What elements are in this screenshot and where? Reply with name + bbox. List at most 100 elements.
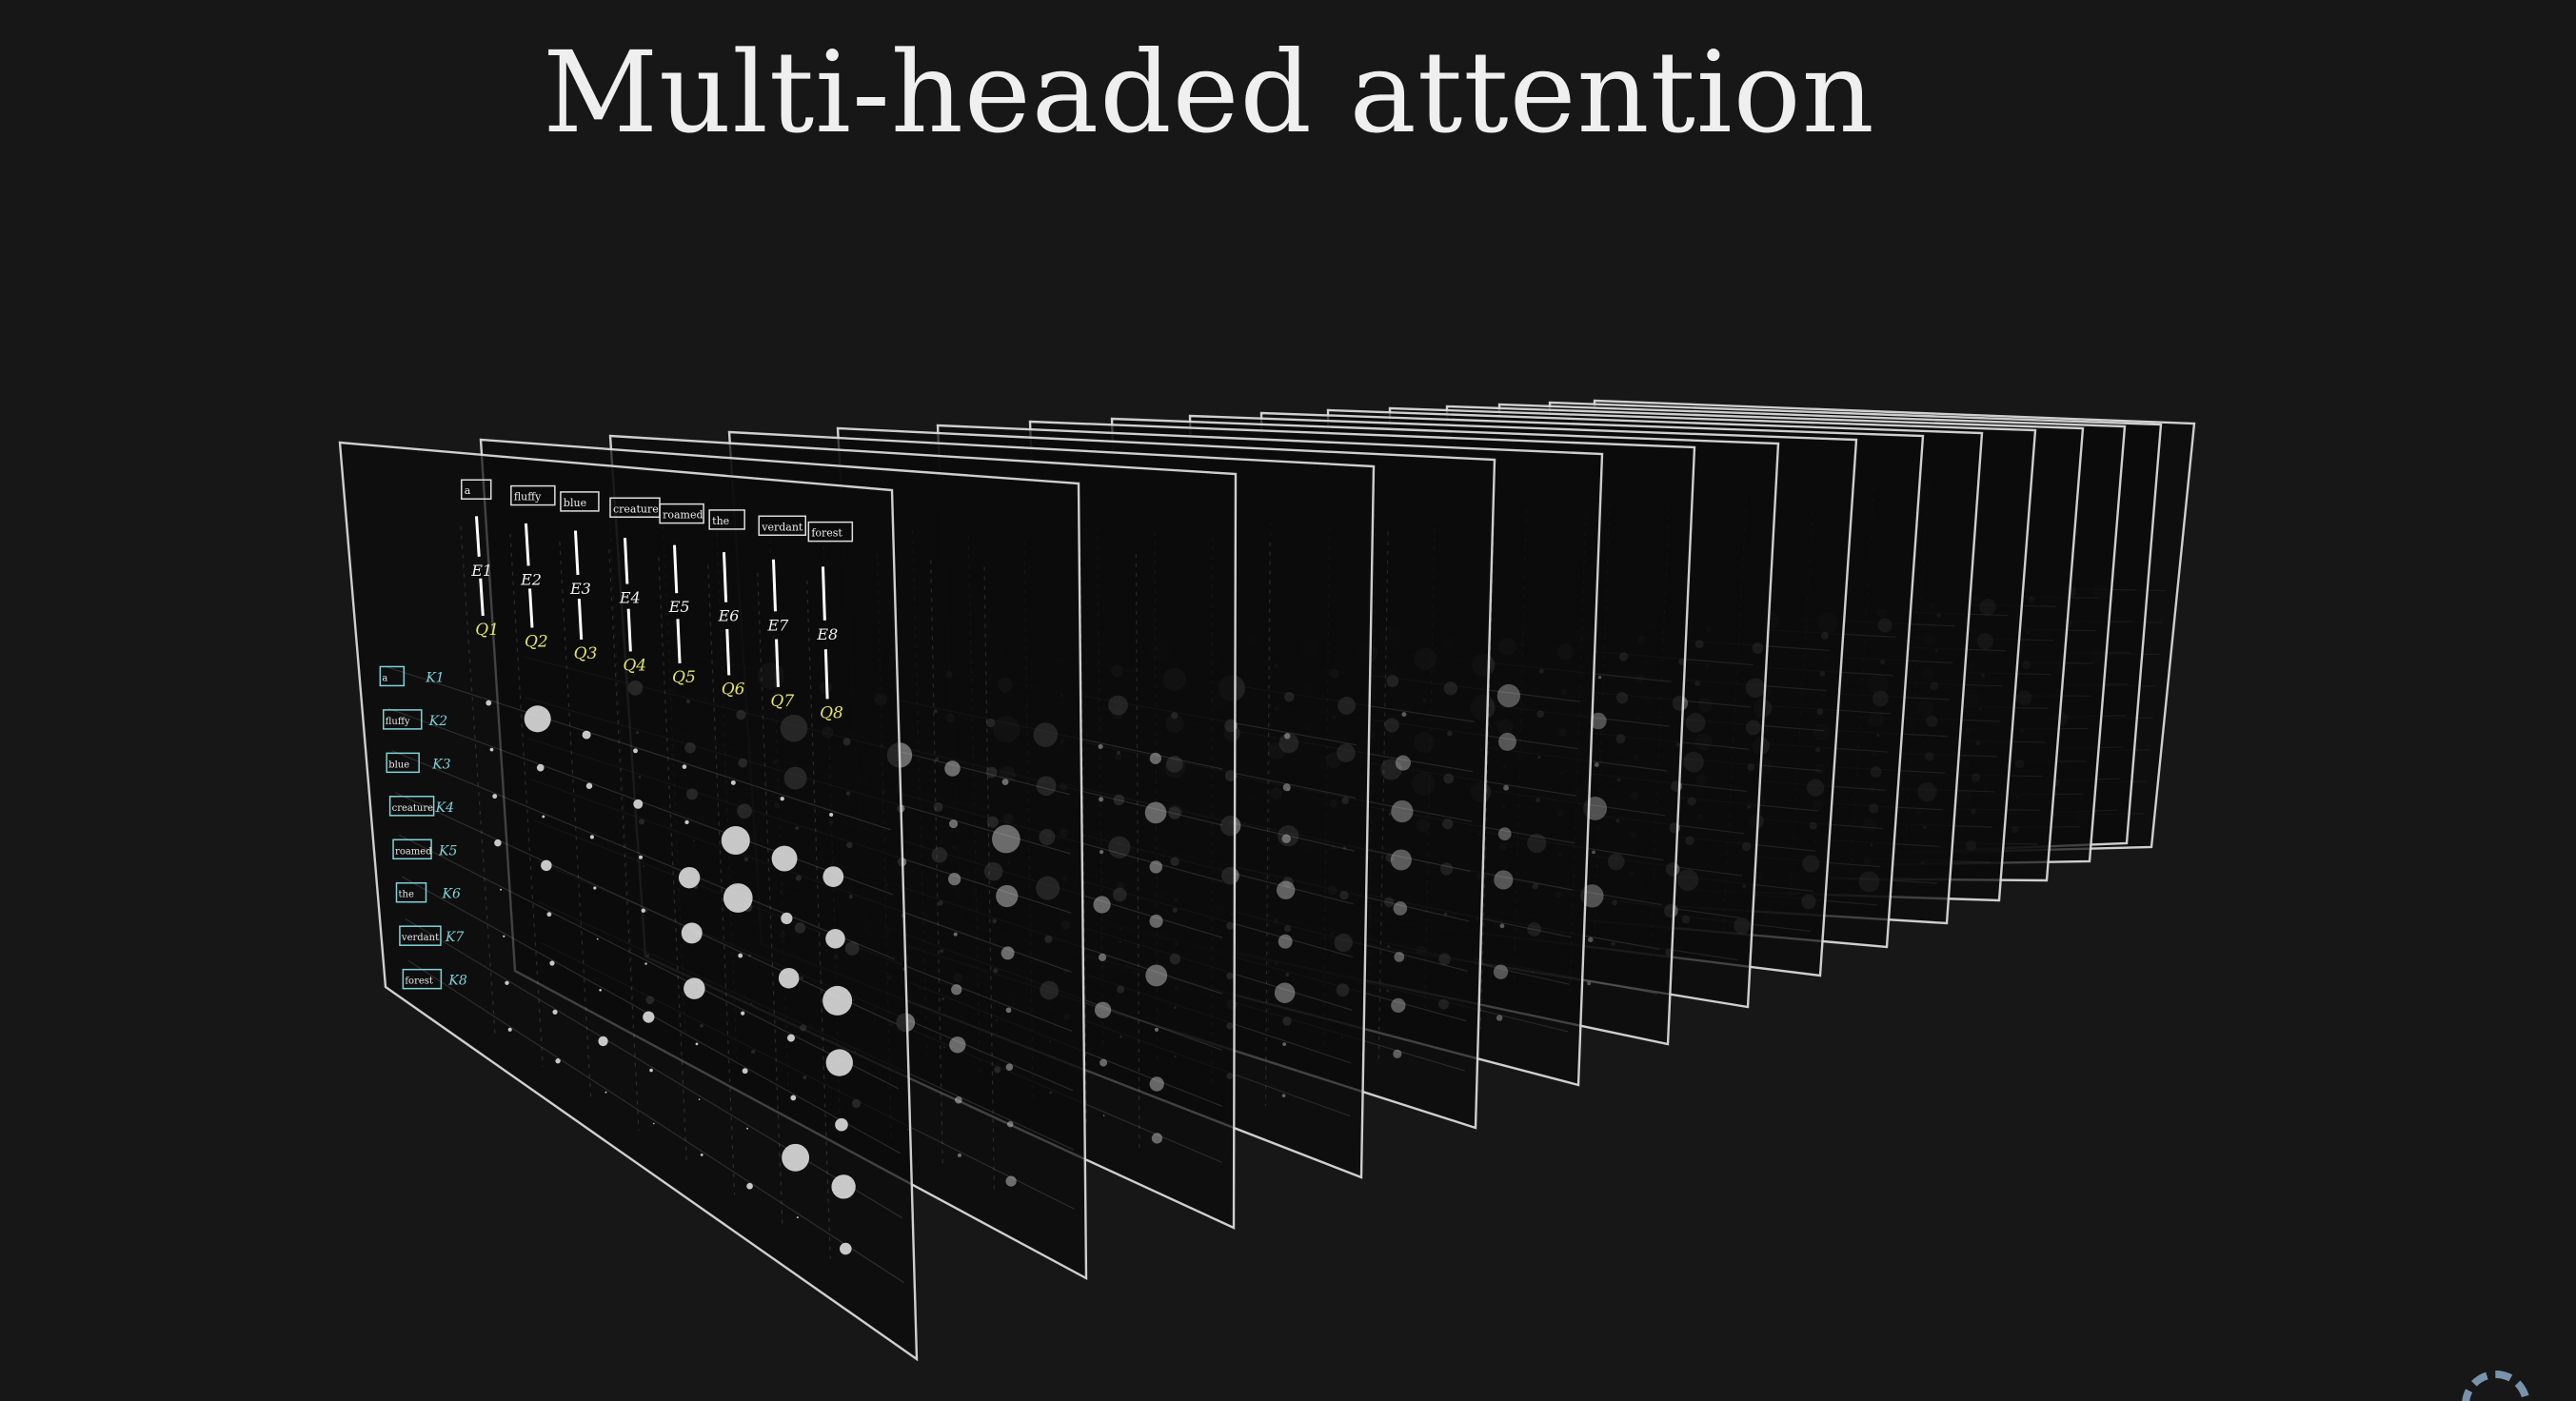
attention-weight-dot	[644, 962, 647, 965]
key-symbol: K5	[438, 843, 457, 858]
attention-weight-dot	[1149, 914, 1163, 928]
attention-weight-dot	[552, 1009, 558, 1015]
attention-weight-dot	[596, 937, 599, 940]
attention-weight-dot	[1005, 1007, 1012, 1014]
grid-row-line	[405, 918, 903, 1219]
query-symbol: Q4	[623, 656, 646, 675]
attention-weight-dot	[585, 782, 593, 789]
attention-weight-dot	[1594, 762, 1599, 767]
embedding-symbol: E3	[569, 580, 591, 598]
down-arrow-icon	[722, 552, 728, 602]
key-token-box	[388, 796, 435, 817]
attention-weight-dot	[996, 884, 1019, 908]
attention-weight-dot	[1281, 834, 1291, 843]
attention-weight-dot	[549, 960, 555, 966]
attention-weight-dot	[1494, 870, 1514, 890]
down-arrow-icon	[474, 516, 481, 557]
attention-weight-dot	[1281, 1094, 1286, 1097]
attention-weight-dot	[1587, 981, 1592, 986]
attention-weight-dot	[555, 1058, 561, 1064]
key-token-label: fluffy	[386, 717, 410, 727]
key-symbol: K7	[445, 930, 464, 945]
attention-weight-dot	[953, 932, 958, 937]
attention-weight-dot	[796, 1216, 799, 1219]
attention-weight-dot	[742, 1068, 748, 1075]
grid-row-line	[385, 665, 892, 831]
grid-column-line	[1135, 553, 1140, 1149]
grid-column-line	[509, 533, 544, 1067]
attention-weight-dot	[782, 1143, 810, 1172]
grid-row-line	[407, 959, 905, 1284]
query-token-box	[510, 484, 556, 506]
attention-weight-dot	[1001, 946, 1015, 960]
attention-weight-dot	[746, 1127, 749, 1130]
key-symbol: K3	[431, 757, 450, 772]
attention-weight-dot	[1100, 1058, 1108, 1067]
attention-weight-dot	[503, 935, 505, 937]
key-symbol: K2	[428, 714, 447, 729]
key-token-box	[395, 881, 427, 903]
query-symbol: Q2	[525, 632, 548, 651]
attention-weight-dot	[695, 1042, 699, 1046]
attention-weight-dot	[589, 835, 595, 839]
query-token-label: forest	[811, 527, 842, 540]
attention-weight-dot	[1149, 1076, 1164, 1092]
attention-weight-dot	[790, 1095, 797, 1101]
key-token-label: blue	[388, 760, 409, 770]
attention-weight-dot	[684, 819, 689, 825]
attention-weight-dot	[599, 988, 602, 992]
attention-weight-dot	[1005, 1063, 1014, 1072]
attention-weight-dot	[678, 866, 701, 889]
attention-weight-dot	[825, 929, 845, 949]
attention-weight-dot	[684, 977, 705, 999]
embedding-symbol: E4	[619, 589, 641, 607]
attention-weight-dot	[1144, 801, 1167, 824]
down-arrow-icon	[577, 598, 584, 641]
query-token-box	[659, 503, 704, 524]
down-arrow-icon	[672, 544, 679, 594]
attention-weight-dot	[1394, 952, 1405, 962]
query-symbol: Q1	[475, 621, 499, 640]
panel-frame	[338, 441, 919, 1362]
query-token-label: verdant	[761, 521, 803, 533]
down-arrow-icon	[623, 538, 629, 584]
attention-weight-dot	[1587, 937, 1594, 943]
attention-weight-dot	[1282, 1042, 1287, 1047]
down-arrow-icon	[775, 639, 780, 687]
query-symbol: Q7	[770, 692, 794, 711]
attention-weight-dot	[1098, 743, 1103, 749]
attention-weight-dot	[1499, 923, 1505, 929]
attention-weight-dot	[780, 797, 784, 801]
attention-weight-dot	[738, 953, 743, 958]
attention-weight-dot	[536, 763, 545, 772]
query-token-label: roamed	[663, 509, 703, 522]
key-token-box	[383, 709, 423, 730]
key-symbol: K1	[425, 670, 444, 685]
attention-weight-dot	[633, 799, 644, 809]
attention-weight-dot	[1401, 712, 1407, 718]
query-token-label: a	[465, 484, 471, 497]
down-arrow-icon	[528, 588, 534, 628]
attention-weight-dot	[1592, 850, 1595, 855]
attention-weight-dot	[507, 1027, 512, 1032]
attention-weight-dot	[1145, 964, 1168, 987]
query-token-box	[708, 509, 745, 530]
key-token-box	[402, 968, 443, 990]
attention-weight-dot	[721, 825, 750, 855]
grid-row-line	[391, 749, 896, 960]
attention-weight-dot	[1496, 1015, 1503, 1021]
attention-weight-dot	[771, 845, 798, 872]
attention-weight-dot	[698, 1098, 701, 1100]
attention-weight-dot	[1093, 896, 1111, 914]
query-symbol: Q8	[820, 703, 843, 722]
attention-weight-dot	[1497, 827, 1512, 840]
attention-weight-dot	[822, 985, 853, 1016]
grid-row-line	[398, 834, 900, 1090]
embedding-symbol: E2	[520, 570, 542, 588]
key-token-box	[379, 665, 406, 687]
attention-weight-dot	[505, 980, 509, 985]
query-token-box	[560, 491, 600, 512]
query-token-label: blue	[564, 497, 586, 509]
attention-weight-dot	[643, 1011, 655, 1023]
down-arrow-icon	[479, 578, 485, 617]
